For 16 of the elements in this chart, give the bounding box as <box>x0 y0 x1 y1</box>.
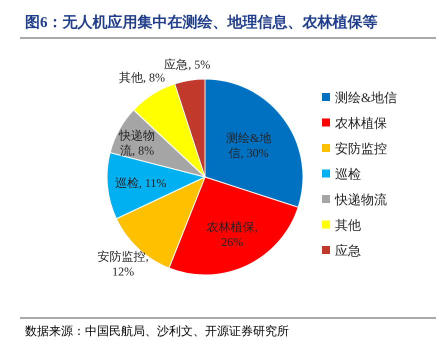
data-label: 农林植保, 26% <box>206 220 258 250</box>
legend-label: 农林植保 <box>335 116 387 130</box>
data-label: 安防监控, 12% <box>98 250 149 279</box>
data-label: 应急, 5% <box>164 58 210 72</box>
legend-label: 巡检 <box>335 166 361 182</box>
source-note: 数据来源：中国民航局、沙利文、开源证券研究所 <box>25 324 289 338</box>
data-label: 测绘&地信, 30% <box>226 130 272 160</box>
data-label: 巡检, 11% <box>114 176 166 190</box>
legend-label: 测绘&地信 <box>335 90 398 105</box>
legend-label: 安防监控 <box>335 141 387 156</box>
legend-label: 快递物流 <box>334 192 387 207</box>
chart-title: 图6：无人机应用集中在测绘、地理信息、农林植保等 <box>25 13 378 31</box>
legend-label: 应急 <box>335 243 361 258</box>
legend-label: 其他 <box>335 218 361 232</box>
data-label: 其他, 8% <box>118 70 165 85</box>
data-label: 快递物流, 8% <box>118 128 156 158</box>
